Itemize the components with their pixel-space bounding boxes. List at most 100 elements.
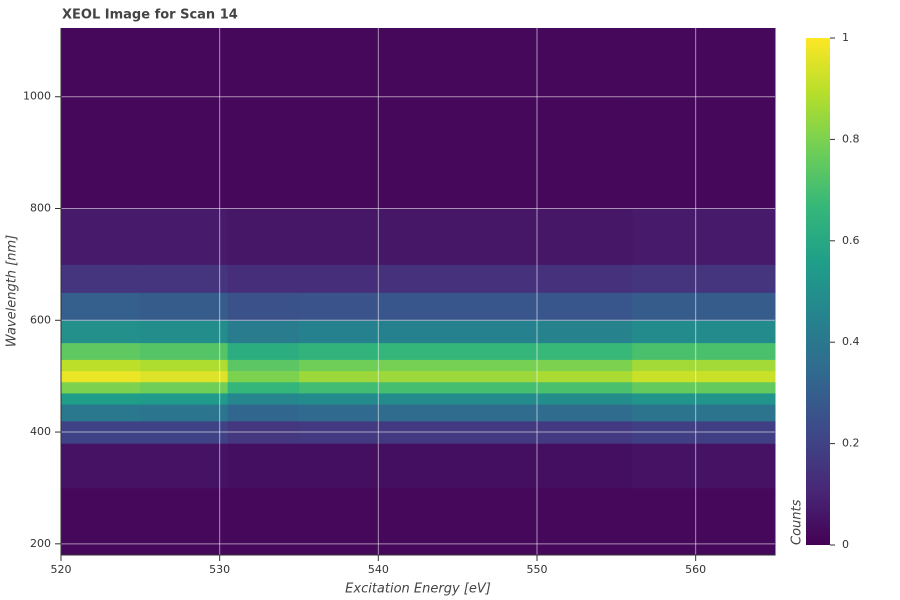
y-tick-label: 400 [30, 425, 51, 438]
heatmap-cell [61, 320, 141, 344]
heatmap-cell [227, 292, 300, 321]
heatmap-cell [537, 443, 633, 489]
heatmap-cell [227, 404, 300, 422]
heatmap-cell [632, 359, 776, 372]
heatmap-cell [61, 292, 141, 321]
heatmap-cell [378, 359, 538, 372]
x-tick-label: 520 [51, 563, 72, 576]
x-tick-label: 560 [685, 563, 706, 576]
heatmap-cell [227, 342, 300, 360]
heatmap-cell [632, 487, 776, 556]
heatmap-cell [537, 359, 633, 372]
heatmap-cell [299, 381, 379, 394]
heatmap-cell [632, 320, 776, 344]
heatmap-cell [299, 264, 379, 293]
heatmap-cell [632, 370, 776, 383]
heatmap-cell [537, 487, 633, 556]
heatmap-cell [140, 370, 229, 383]
heatmap-cell [227, 487, 300, 556]
heatmap-cell [537, 370, 633, 383]
heatmap-cell [227, 208, 300, 265]
heatmap-cell [61, 359, 141, 372]
heatmap-cell [299, 487, 379, 556]
heatmap-cell [632, 264, 776, 293]
heatmap-cell [140, 320, 229, 344]
heatmap-cell [632, 381, 776, 394]
heatmap-cell [632, 443, 776, 489]
heatmap-cell [227, 28, 300, 210]
colorbar-tick-label: 0.2 [842, 437, 860, 450]
heatmap-cell [378, 342, 538, 360]
colorbar-tick-label: 0 [842, 538, 849, 551]
heatmap-cell [227, 443, 300, 489]
heatmap-cell [61, 487, 141, 556]
x-axis-label: Excitation Energy [eV] [345, 582, 491, 597]
y-tick-label: 200 [30, 537, 51, 550]
heatmap-cell [378, 392, 538, 405]
heatmap-cell [537, 392, 633, 405]
heatmap-cell [537, 342, 633, 360]
heatmap-cell [537, 381, 633, 394]
x-tick-label: 530 [209, 563, 230, 576]
y-tick-label: 800 [30, 202, 51, 215]
heatmap-cell [537, 404, 633, 422]
heatmap-cell [227, 264, 300, 293]
heatmap-cell [299, 208, 379, 265]
heatmap-cell [61, 381, 141, 394]
heatmap-cell [61, 264, 141, 293]
heatmap-cell [632, 404, 776, 422]
heatmap-cell [227, 359, 300, 372]
heatmap-cell [140, 28, 229, 210]
colorbar-tick-label: 1 [842, 31, 849, 44]
heatmap-cell [61, 443, 141, 489]
x-tick-label: 550 [527, 563, 548, 576]
heatmap-cell [632, 342, 776, 360]
y-axis-label: Wavelength [nm] [5, 235, 20, 347]
heatmap-cell [299, 404, 379, 422]
heatmap-cell [140, 342, 229, 360]
heatmap-cell [61, 404, 141, 422]
colorbar-tick-label: 0.6 [842, 234, 860, 247]
heatmap-cell [140, 264, 229, 293]
heatmap-cell [632, 292, 776, 321]
heatmap-cell [227, 381, 300, 394]
colorbar-label: Counts [790, 499, 805, 545]
heatmap-cell [632, 392, 776, 405]
heatmap-cell [61, 28, 141, 210]
heatmap-cell [537, 264, 633, 293]
heatmap-cell [378, 381, 538, 394]
y-tick-label: 600 [30, 313, 51, 326]
heatmap-cell [299, 370, 379, 383]
x-tick-label: 540 [368, 563, 389, 576]
heatmap-cell [227, 370, 300, 383]
heatmap-cell [140, 487, 229, 556]
heatmap-cell [299, 443, 379, 489]
heatmap-cell [299, 342, 379, 360]
heatmap-cell [140, 359, 229, 372]
heatmap-cell [299, 292, 379, 321]
heatmap-cell [140, 392, 229, 405]
heatmap-cell [378, 443, 538, 489]
heatmap-cell [140, 404, 229, 422]
heatmap-cell [299, 320, 379, 344]
heatmap-cell [140, 443, 229, 489]
heatmap-cell [537, 320, 633, 344]
heatmap-cell [140, 381, 229, 394]
heatmap-cell [537, 28, 633, 210]
heatmap-cell [227, 320, 300, 344]
heatmap-cell [378, 320, 538, 344]
heatmap-cell [378, 208, 538, 265]
heatmap-cell [61, 342, 141, 360]
heatmap-cell [632, 208, 776, 265]
heatmap-cell [537, 292, 633, 321]
chart-title: XEOL Image for Scan 14 [62, 8, 238, 23]
heatmap-cell [299, 28, 379, 210]
heatmap-cell [378, 264, 538, 293]
heatmap-cell [61, 392, 141, 405]
heatmap-cell [61, 208, 141, 265]
heatmap-cell [140, 208, 229, 265]
heatmap-cell [140, 292, 229, 321]
heatmap-cell [299, 392, 379, 405]
heatmap-cell [378, 404, 538, 422]
